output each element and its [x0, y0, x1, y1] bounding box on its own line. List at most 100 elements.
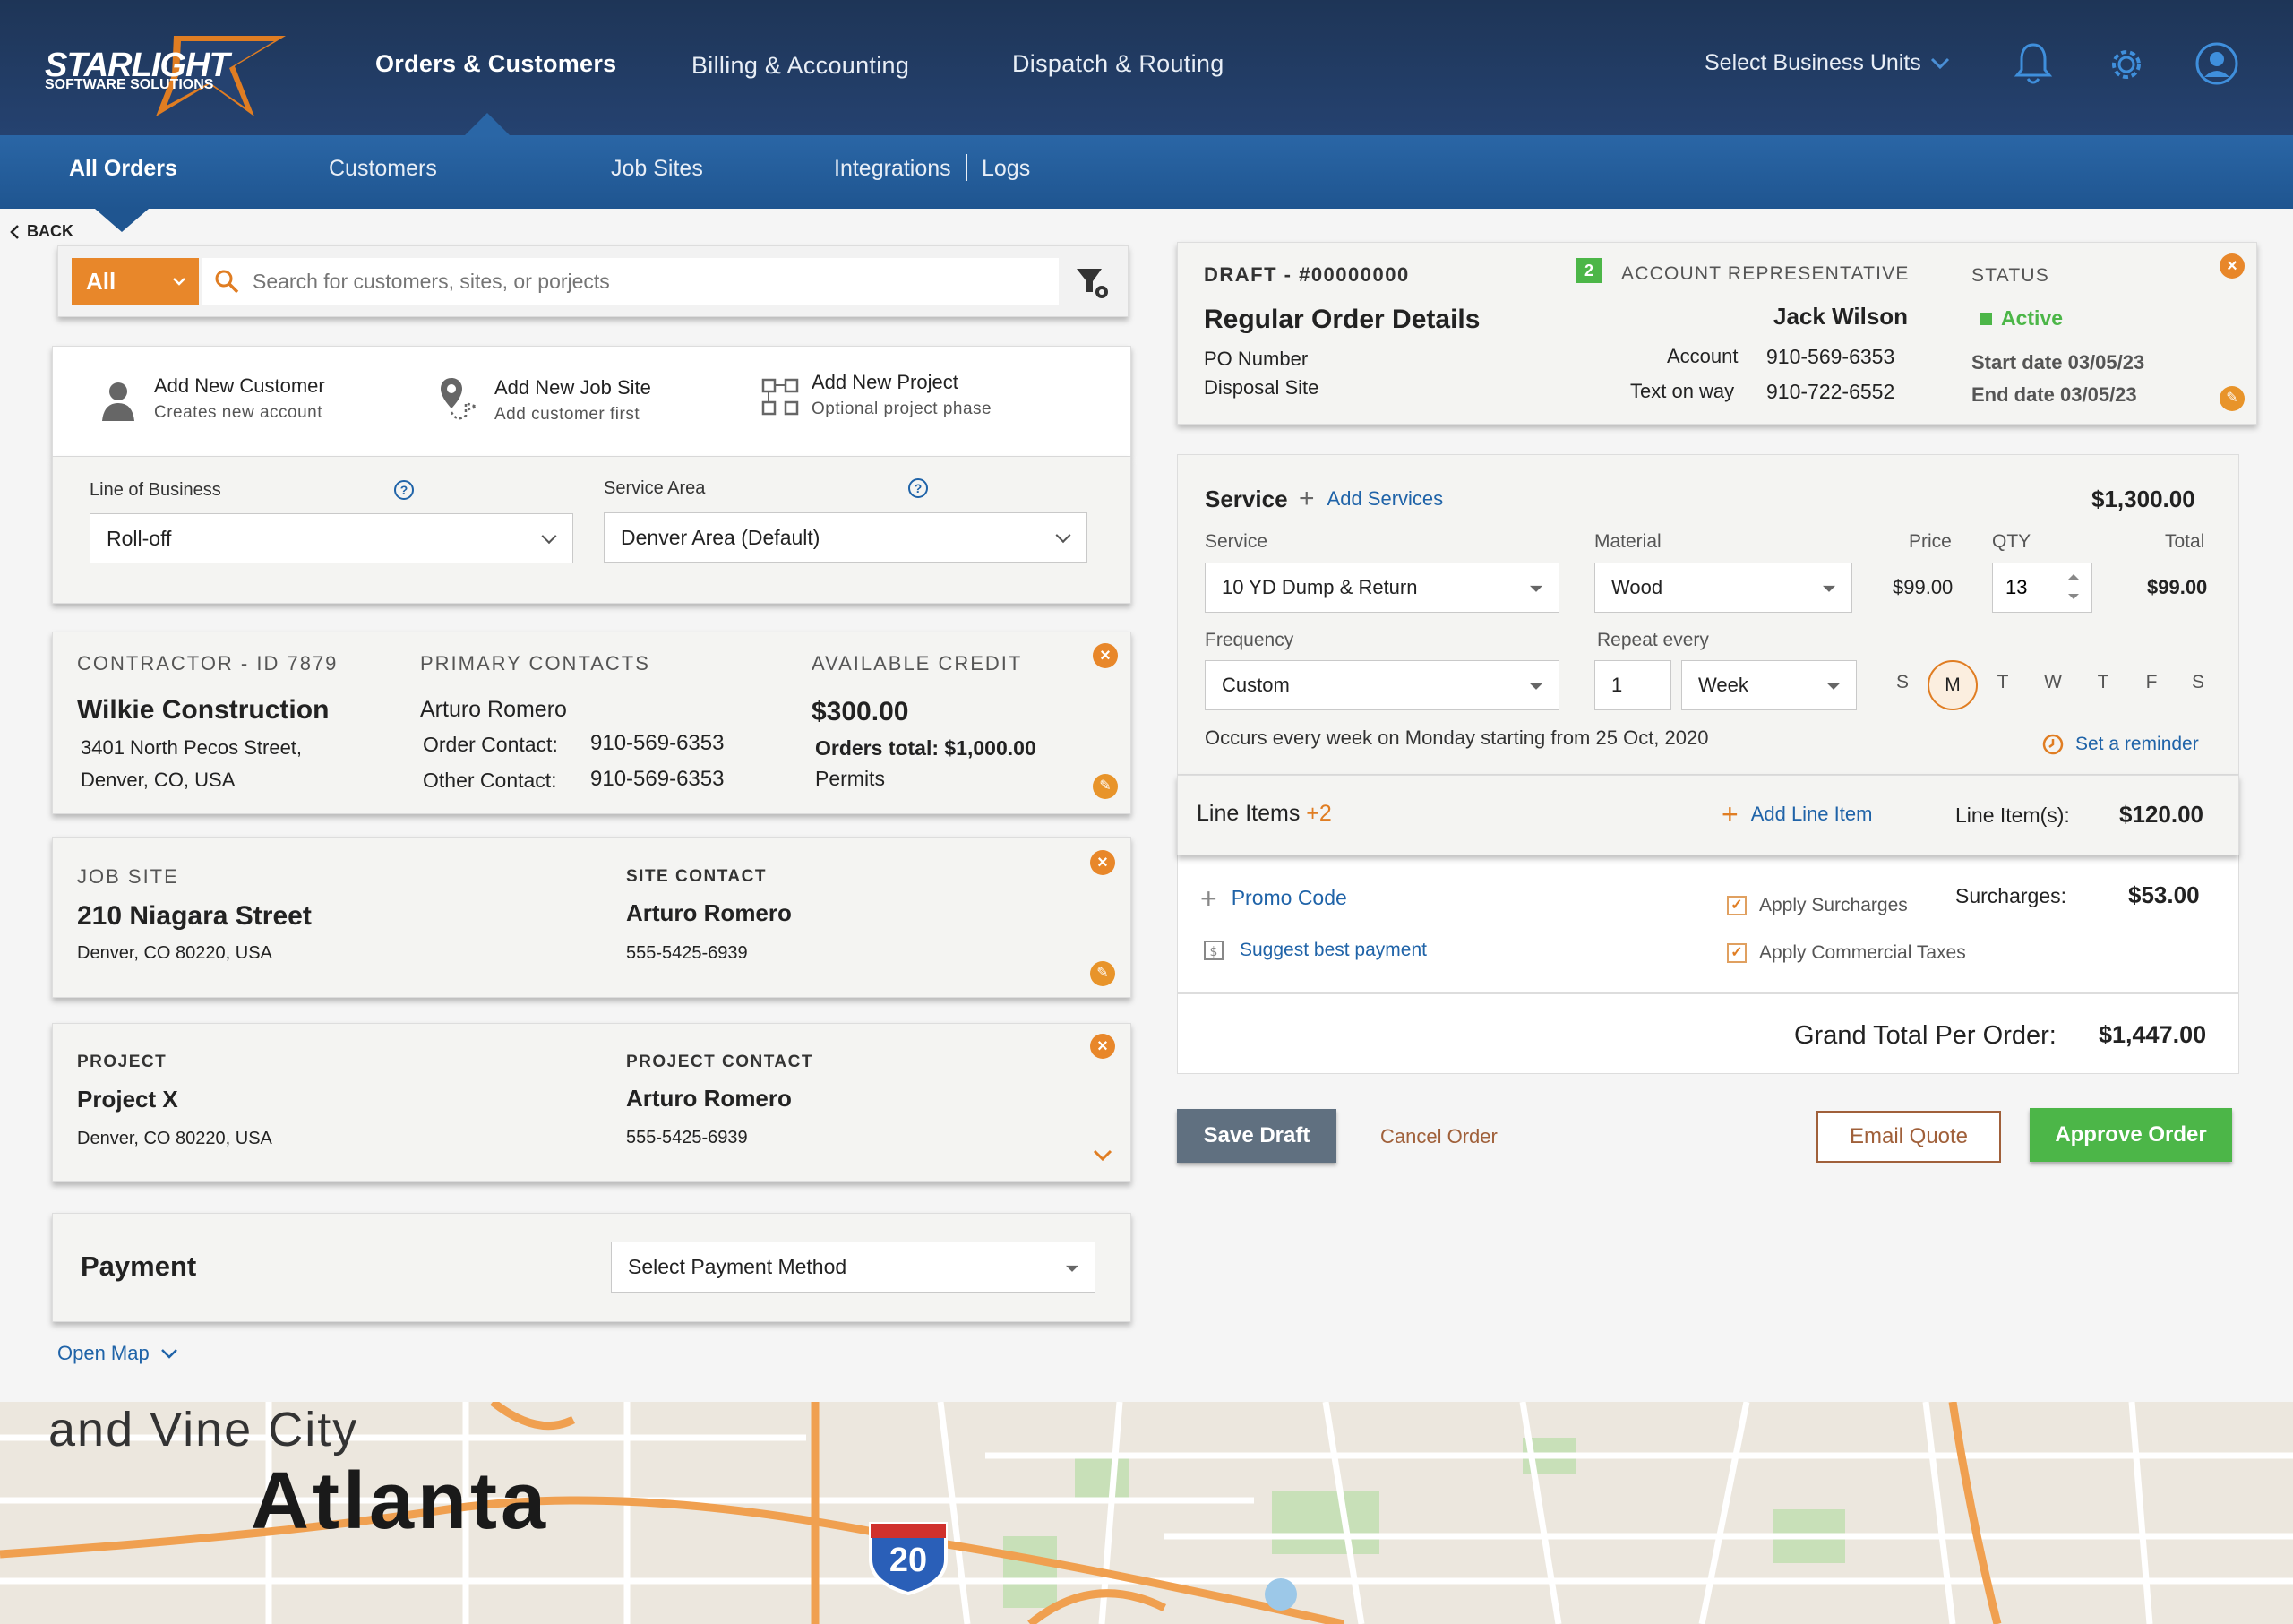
weekday-sunday[interactable]: S — [1895, 672, 1909, 692]
brand-logo[interactable]: STARLIGHT SOFTWARE SOLUTIONS — [39, 30, 299, 116]
clock-icon — [2042, 734, 2064, 755]
price-value: $99.00 — [1893, 576, 1954, 598]
repeat-number-input[interactable]: 1 — [1594, 660, 1671, 710]
line-items-total-amount: $120.00 — [2119, 801, 2203, 828]
service-type-value: 10 YD Dump & Return — [1222, 576, 1418, 598]
frequency-select[interactable]: Custom — [1205, 660, 1559, 710]
contractor-card — [52, 632, 1131, 814]
weekday-thursday[interactable]: T — [2097, 672, 2109, 692]
add-new-project-title: Add New Project — [812, 371, 958, 393]
cancel-order-link[interactable]: Cancel Order — [1380, 1125, 1498, 1147]
status-value: Active — [2001, 306, 2064, 330]
service-area-value: Denver Area (Default) — [621, 525, 820, 549]
add-new-customer[interactable]: Add New Customer Creates new account — [99, 374, 367, 428]
add-new-project[interactable]: Add New Project Optional project phase — [761, 371, 1084, 425]
chevron-down-icon — [1055, 528, 1071, 544]
project-card — [52, 1023, 1131, 1182]
account-representative-name: Jack Wilson — [1773, 303, 1909, 330]
suggest-best-payment-label: Suggest best payment — [1240, 940, 1427, 960]
line-items-title-group[interactable]: Line Items +2 — [1197, 801, 1332, 827]
subnav-customers[interactable]: Customers — [329, 156, 437, 181]
caret-down-icon — [1823, 585, 1835, 592]
service-type-select[interactable]: 10 YD Dump & Return — [1205, 563, 1559, 613]
subnav-job-sites[interactable]: Job Sites — [611, 156, 703, 181]
back-link[interactable]: BACK — [9, 222, 73, 241]
weekday-friday[interactable]: F — [2145, 672, 2158, 692]
search-input[interactable] — [253, 265, 1041, 297]
qty-decrement-icon[interactable] — [2068, 594, 2079, 599]
search-filter-dropdown[interactable]: All — [72, 258, 199, 305]
gear-icon[interactable] — [2105, 43, 2148, 86]
promo-code-button[interactable]: + Promo Code — [1200, 884, 1347, 913]
weekday-tuesday[interactable]: T — [1997, 672, 2009, 692]
promo-code-label: Promo Code — [1231, 886, 1347, 909]
text-on-way-label: Text on way — [1630, 380, 1735, 402]
remove-job-site-button[interactable]: × — [1090, 850, 1115, 875]
remove-contractor-button[interactable]: × — [1093, 643, 1118, 668]
nav-billing-accounting[interactable]: Billing & Accounting — [691, 52, 910, 79]
apply-taxes-label: Apply Commercial Taxes — [1759, 942, 1966, 963]
nav-active-indicator — [464, 113, 511, 136]
checkmark-icon: ✓ — [1727, 943, 1747, 963]
account-label: Account — [1667, 345, 1739, 367]
business-units-selector[interactable]: Select Business Units — [1705, 50, 1950, 76]
map-view[interactable]: and Vine City Atlanta 20 — [0, 1402, 2293, 1624]
repeat-unit-select[interactable]: Week — [1681, 660, 1857, 710]
add-new-job-site[interactable]: Add New Job Site Add customer first — [439, 374, 708, 428]
chevron-down-icon[interactable] — [1092, 1148, 1113, 1163]
account-representative-header: ACCOUNT REPRESENTATIVE — [1621, 263, 1910, 284]
open-map-label: Open Map — [57, 1342, 150, 1364]
available-credit-amount: $300.00 — [812, 697, 909, 726]
bell-icon[interactable] — [2014, 41, 2053, 86]
rep-badge-count: 2 — [1584, 262, 1593, 279]
nav-orders-customers[interactable]: Orders & Customers — [375, 50, 617, 77]
project-address: Denver, CO 80220, USA — [77, 1129, 272, 1148]
add-services-button[interactable]: + Add Services — [1299, 485, 1444, 512]
contractor-header: CONTRACTOR - ID 7879 — [77, 652, 339, 675]
close-order-button[interactable]: × — [2220, 253, 2245, 279]
search-field[interactable] — [202, 258, 1059, 305]
weekday-monday[interactable]: M — [1928, 660, 1978, 710]
apply-surcharges-checkbox[interactable]: ✓ Apply Surcharges — [1727, 895, 1908, 916]
nav-dispatch-routing[interactable]: Dispatch & Routing — [1012, 50, 1224, 77]
material-select[interactable]: Wood — [1594, 563, 1852, 613]
line-items-title: Line Items — [1197, 801, 1301, 826]
info-icon[interactable]: ? — [908, 478, 928, 498]
subnav-all-orders[interactable]: All Orders — [69, 156, 177, 181]
remove-project-button[interactable]: × — [1090, 1034, 1115, 1059]
info-icon[interactable]: ? — [394, 480, 414, 500]
map-pin-flag-icon — [441, 378, 480, 420]
email-quote-button[interactable]: Email Quote — [1816, 1111, 2001, 1163]
orders-total: Orders total: $1,000.00 — [815, 736, 1036, 760]
qty-input[interactable] — [2005, 574, 2059, 601]
approve-order-button[interactable]: Approve Order — [2030, 1108, 2232, 1162]
receipt-icon: $ — [1204, 941, 1224, 960]
edit-order-button[interactable]: ✎ — [2220, 386, 2245, 411]
set-reminder-link[interactable]: Set a reminder — [2041, 733, 2199, 756]
start-date: Start date 03/05/23 — [1971, 351, 2145, 374]
edit-contractor-button[interactable]: ✎ — [1093, 774, 1118, 799]
payment-method-select[interactable]: Select Payment Method — [611, 1242, 1095, 1293]
apply-taxes-checkbox[interactable]: ✓ Apply Commercial Taxes — [1727, 942, 1966, 964]
weekday-wednesday[interactable]: W — [2044, 672, 2062, 692]
suggest-best-payment-button[interactable]: $ Suggest best payment — [1202, 939, 1427, 962]
user-avatar-icon[interactable] — [2194, 41, 2239, 86]
edit-job-site-button[interactable]: ✎ — [1090, 961, 1115, 986]
weekday-saturday[interactable]: S — [2191, 672, 2204, 692]
filter-settings-icon[interactable] — [1075, 265, 1111, 301]
line-of-business-select[interactable]: Roll-off — [90, 513, 573, 563]
chevron-down-icon — [1930, 57, 1949, 69]
project-contact-header: PROJECT CONTACT — [626, 1053, 813, 1071]
open-map-link[interactable]: Open Map — [57, 1342, 178, 1365]
business-units-label: Select Business Units — [1705, 50, 1921, 75]
add-services-label: Add Services — [1327, 487, 1444, 510]
qty-increment-icon[interactable] — [2068, 574, 2079, 580]
service-area-select[interactable]: Denver Area (Default) — [604, 512, 1087, 563]
subnav-logs[interactable]: Logs — [982, 156, 1031, 181]
material-value: Wood — [1611, 576, 1663, 598]
contractor-name: Wilkie Construction — [77, 695, 330, 725]
add-line-item-button[interactable]: + Add Line Item — [1722, 800, 1872, 829]
qty-stepper[interactable] — [1992, 563, 2092, 613]
subnav-integrations[interactable]: Integrations — [834, 156, 951, 181]
save-draft-button[interactable]: Save Draft — [1177, 1109, 1336, 1163]
